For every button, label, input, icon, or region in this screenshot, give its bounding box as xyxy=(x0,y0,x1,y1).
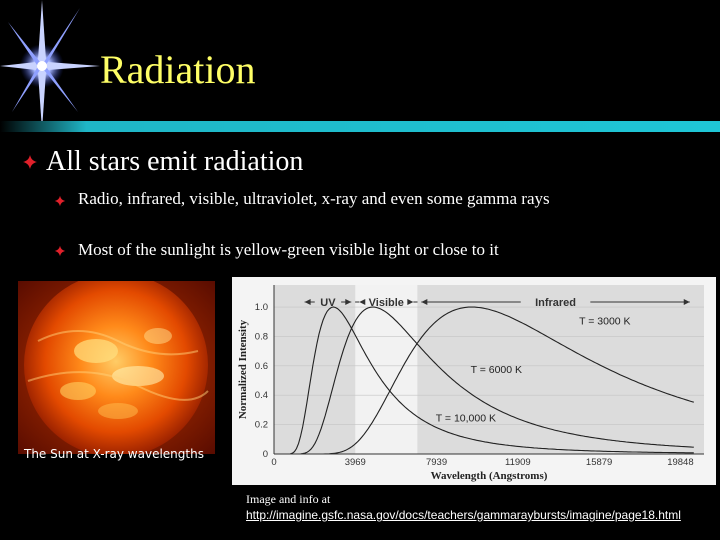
x-tick-label: 0 xyxy=(271,457,276,468)
x-tick-label: 15879 xyxy=(586,457,612,468)
band-arrowhead xyxy=(345,299,352,305)
sub-bullet-text: Most of the sunlight is yellow-green vis… xyxy=(78,240,499,259)
y-tick-label: 0.2 xyxy=(255,420,268,431)
band-arrowhead xyxy=(359,299,366,305)
source-link[interactable]: http://imagine.gsfc.nasa.gov/docs/teache… xyxy=(246,508,681,522)
x-tick-label: 7939 xyxy=(426,457,447,468)
y-tick-label: 1.0 xyxy=(255,302,268,313)
x-tick-label: 3969 xyxy=(345,457,366,468)
credit-text: Image and info at xyxy=(246,492,331,506)
diamond-bullet-icon xyxy=(54,195,66,207)
series-line xyxy=(290,306,694,455)
x-tick-label: 11909 xyxy=(505,457,531,468)
band-label: Infrared xyxy=(535,297,576,309)
x-tick-label: 19848 xyxy=(667,457,693,468)
blackbody-chart: UV Visible Infrared T = 3000 K T = 6000 K T =… xyxy=(232,277,716,485)
diamond-bullet-icon xyxy=(54,245,66,257)
y-tick-label: 0.8 xyxy=(255,331,268,342)
visible-band xyxy=(355,285,418,454)
plot-background xyxy=(274,285,704,454)
series-line xyxy=(290,306,694,455)
y-tick-label: 0.4 xyxy=(255,390,268,401)
y-tick-label: 0.6 xyxy=(255,361,268,372)
series-label: T = 3000 K xyxy=(579,316,630,328)
band-arrowhead xyxy=(421,299,428,305)
diamond-bullet-icon xyxy=(23,155,37,169)
main-bullet-text: All stars emit radiation xyxy=(46,146,304,177)
title-divider xyxy=(0,121,720,132)
sun-xray-image xyxy=(18,281,215,454)
sub-bullet-text: Radio, infrared, visible, ultraviolet, x… xyxy=(78,189,550,208)
series-line xyxy=(290,306,694,455)
series-label: T = 6000 K xyxy=(471,364,522,376)
band-label: Visible xyxy=(369,297,404,309)
band-arrowhead xyxy=(304,299,311,305)
y-axis-label: Normalized Intensity xyxy=(237,319,249,419)
y-tick-label: 0 xyxy=(263,449,268,460)
image-credit: Image and info at http://imagine.gsfc.na… xyxy=(246,491,681,523)
sun-image-caption: The Sun at X-ray wavelengths xyxy=(24,447,204,461)
band-arrowhead xyxy=(683,299,690,305)
band-arrowhead xyxy=(407,299,414,305)
series-label: T = 10,000 K xyxy=(436,413,496,425)
slide-title: Radiation xyxy=(100,47,256,92)
starburst-logo xyxy=(0,0,100,130)
x-axis-label: Wavelength (Angstroms) xyxy=(431,470,548,482)
band-label: UV xyxy=(320,297,336,309)
